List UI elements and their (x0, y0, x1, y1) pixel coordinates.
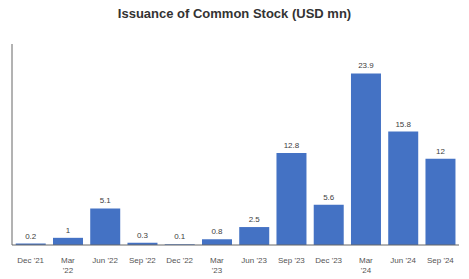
svg-text:0.1: 0.1 (174, 232, 186, 241)
html-text:Issuance of Common Stock (USD: Issuance of Common Stock (USD mn) (117, 6, 352, 21)
svg-text:0.2: 0.2 (25, 232, 37, 241)
svg-text:Mar'24: Mar'24 (359, 256, 373, 275)
svg-text:0.8: 0.8 (211, 227, 223, 236)
svg-text:Mar'23: Mar'23 (210, 256, 224, 275)
svg-text:Sep '23: Sep '23 (278, 256, 305, 265)
svg-text:Dec '22: Dec '22 (166, 256, 193, 265)
svg-text:Mar'22: Mar'22 (61, 256, 75, 275)
svg-text:15.8: 15.8 (395, 120, 411, 129)
svg-text:2.5: 2.5 (249, 215, 261, 224)
svg-text:12: 12 (436, 147, 445, 156)
svg-text:1: 1 (66, 226, 71, 235)
svg-text:5.1: 5.1 (100, 196, 112, 205)
svg-text:Jun '22: Jun '22 (92, 256, 118, 265)
svg-text:12.8: 12.8 (284, 141, 300, 150)
svg-text:Jun '24: Jun '24 (390, 256, 416, 265)
svg-text:0.3: 0.3 (137, 231, 149, 240)
svg-text:Dec '21: Dec '21 (17, 256, 44, 265)
svg-text:5.6: 5.6 (323, 193, 335, 202)
svg-text:Sep '22: Sep '22 (129, 256, 156, 265)
svg-text:Sep '24: Sep '24 (427, 256, 454, 265)
svg-text:23.9: 23.9 (358, 61, 374, 70)
svg-text:Jun '23: Jun '23 (241, 256, 267, 265)
svg-text:Dec '23: Dec '23 (315, 256, 342, 265)
